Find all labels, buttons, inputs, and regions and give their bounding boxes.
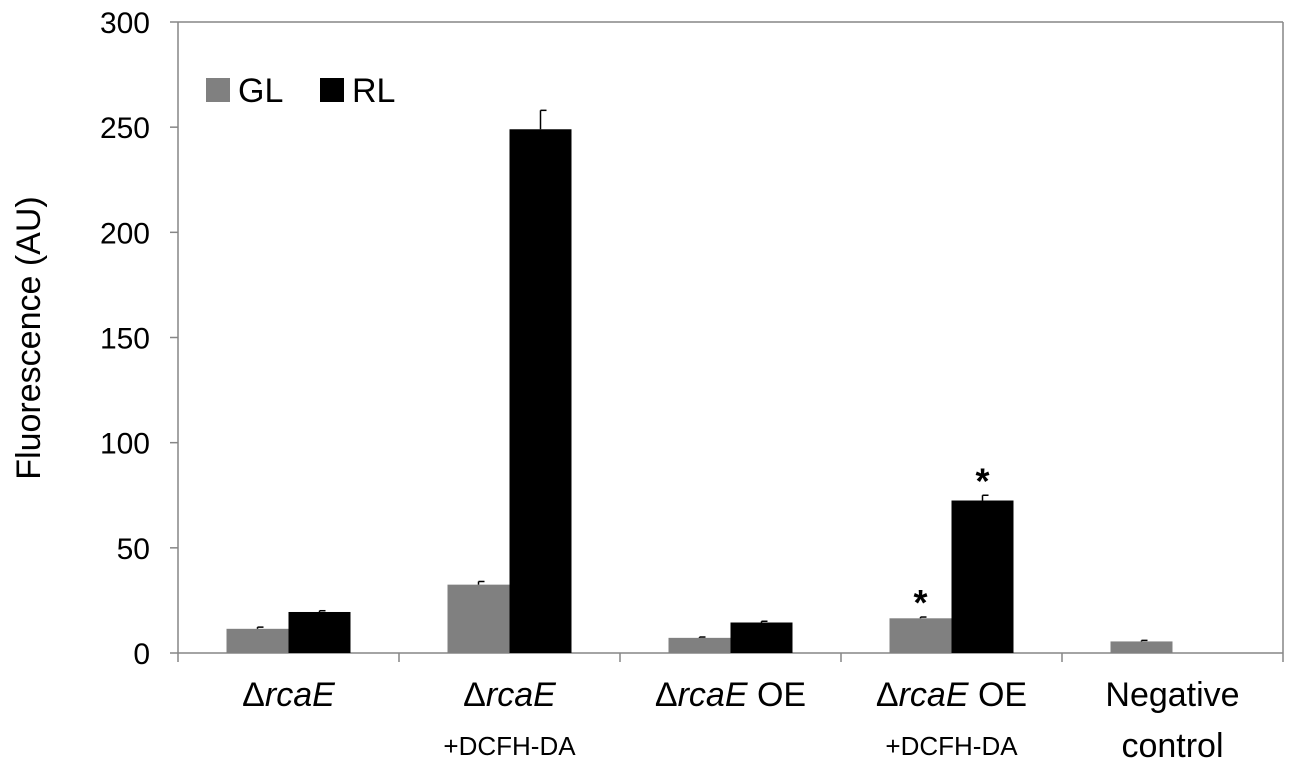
bar-rl-2 (730, 622, 793, 653)
legend-swatch-gl (206, 78, 230, 102)
category-main-text: ΔrcaE (242, 676, 335, 714)
category-prefix: Δ (655, 676, 678, 714)
legend-swatch-rl (320, 78, 344, 102)
category-sub-text: +DCFH-DA (443, 731, 576, 761)
bar-gl-2 (668, 637, 731, 653)
y-axis-label: Fluorescence (AU) (10, 196, 48, 479)
bar-rl-0 (288, 611, 351, 653)
category-suffix: Negative (1105, 676, 1239, 714)
category-label-3: ΔrcaE OE +DCFH-DA (876, 676, 1027, 761)
category-italic: rcaE (265, 676, 335, 714)
category-prefix: Δ (463, 676, 486, 714)
error-bars (256, 109, 1148, 642)
bar-gl-4 (1110, 641, 1173, 653)
category-label-2: ΔrcaE OE (655, 676, 806, 714)
legend-label-rl: RL (352, 72, 395, 110)
category-suffix: OE (748, 676, 807, 714)
bar-gl-3 (889, 618, 952, 653)
bar-rl-1 (509, 129, 572, 653)
category-suffix: OE (969, 676, 1028, 714)
category-prefix: Δ (242, 676, 265, 714)
y-tick-label: 50 (117, 533, 150, 566)
significance-marker: * (975, 460, 989, 501)
category-label-1: ΔrcaE +DCFH-DA (443, 676, 576, 761)
y-tick-label: 200 (100, 217, 150, 250)
category-italic: rcaE (899, 676, 969, 714)
category-italic: rcaE (486, 676, 556, 714)
y-tick-label: 0 (133, 638, 150, 671)
bars (226, 129, 1173, 653)
category-sub-text: +DCFH-DA (885, 731, 1018, 761)
category-prefix: Δ (876, 676, 899, 714)
y-tick-label: 300 (100, 7, 150, 40)
significance-marker: * (913, 582, 927, 623)
legend: GL RL (206, 72, 395, 110)
category-main-text: ΔrcaE OE (655, 676, 806, 714)
x-axis (177, 21, 1284, 662)
significance-markers: ** (913, 460, 989, 623)
bar-rl-3 (951, 500, 1014, 653)
y-tick-label: 250 (100, 112, 150, 145)
y-tick-label: 150 (100, 323, 150, 356)
category-label-4: Negative control (1105, 676, 1239, 765)
bar-gl-1 (447, 584, 510, 653)
category-label-0: ΔrcaE (242, 676, 335, 714)
y-axis: 0 50 100 150 200 250 300 (100, 7, 179, 671)
legend-label-gl: GL (238, 72, 283, 110)
category-main-text: ΔrcaE (463, 676, 556, 714)
y-tick-label: 100 (100, 428, 150, 461)
category-italic: rcaE (678, 676, 748, 714)
bar-gl-0 (226, 628, 289, 653)
category-main-text: Negative (1105, 676, 1239, 714)
category-sub-text: control (1121, 727, 1223, 765)
category-main-text: ΔrcaE OE (876, 676, 1027, 714)
